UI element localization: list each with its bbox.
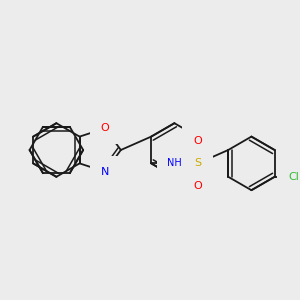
Text: Cl: Cl (288, 172, 299, 182)
Text: O: O (101, 123, 110, 133)
Text: N: N (101, 167, 109, 177)
Text: O: O (194, 181, 202, 191)
Text: NH: NH (167, 158, 182, 168)
Text: S: S (194, 158, 201, 168)
Text: O: O (194, 136, 202, 146)
